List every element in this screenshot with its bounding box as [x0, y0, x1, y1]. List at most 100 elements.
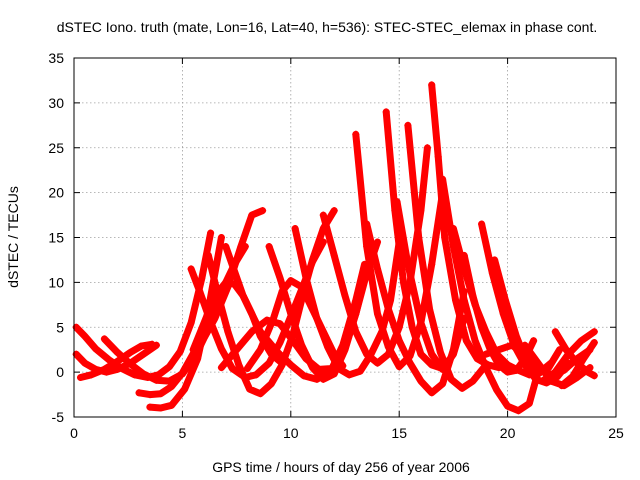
data-point-marker — [100, 365, 108, 373]
data-point-marker — [276, 274, 284, 282]
data-point-marker — [157, 390, 165, 398]
data-series — [204, 207, 338, 398]
series-line — [521, 341, 594, 390]
y-tick-label: 10 — [48, 274, 64, 290]
data-point-marker — [493, 386, 501, 394]
data-point-marker — [417, 350, 425, 358]
data-point-marker — [287, 310, 295, 318]
data-point-marker — [105, 356, 113, 364]
series-line — [404, 121, 488, 392]
data-point-marker — [324, 343, 332, 351]
data-point-marker — [77, 374, 85, 382]
x-tick-label: 25 — [608, 425, 624, 441]
data-point-marker — [469, 377, 477, 385]
data-point-marker — [458, 384, 466, 392]
data-point-marker — [404, 260, 412, 268]
data-point-marker — [491, 256, 499, 264]
data-point-marker — [406, 359, 414, 367]
data-point-marker — [345, 371, 353, 379]
data-point-marker — [352, 328, 360, 336]
data-point-marker — [400, 278, 408, 286]
data-point-marker — [113, 357, 121, 365]
data-point-marker — [434, 153, 442, 161]
data-point-marker — [449, 225, 457, 233]
data-point-marker — [551, 328, 559, 336]
axis-ticks: 0 5 10 15 20 25 -5 0 5 10 15 20 25 30 35 — [48, 50, 624, 441]
data-point-marker — [504, 402, 512, 410]
data-point-marker — [560, 366, 568, 374]
data-point-marker — [590, 339, 598, 347]
data-point-marker — [532, 375, 540, 383]
y-tick-label: 35 — [48, 50, 64, 66]
data-point-marker — [204, 251, 212, 259]
data-point-marker — [460, 251, 468, 259]
data-point-marker — [269, 314, 277, 322]
data-point-marker — [267, 380, 275, 388]
data-point-marker — [469, 292, 477, 300]
data-point-marker — [534, 359, 542, 367]
data-point-marker — [198, 274, 206, 282]
data-point-marker — [579, 355, 587, 363]
data-point-marker — [222, 242, 230, 250]
data-point-marker — [87, 371, 95, 379]
data-point-marker — [126, 348, 134, 356]
data-point-marker — [289, 337, 297, 345]
data-point-marker — [423, 144, 431, 152]
data-point-marker — [384, 305, 392, 313]
data-point-marker — [478, 220, 486, 228]
data-point-marker — [556, 346, 564, 354]
data-point-marker — [276, 339, 284, 347]
data-point-marker — [135, 389, 143, 397]
data-point-marker — [341, 292, 349, 300]
data-point-marker — [207, 229, 215, 237]
data-point-marker — [207, 318, 215, 326]
data-point-marker — [267, 350, 275, 358]
data-point-marker — [384, 343, 392, 351]
data-point-marker — [562, 346, 570, 354]
data-point-marker — [176, 347, 184, 355]
data-point-marker — [148, 340, 156, 348]
x-tick-label: 20 — [500, 425, 516, 441]
data-point-marker — [521, 341, 529, 349]
data-point-marker — [139, 370, 147, 378]
data-point-marker — [534, 370, 542, 378]
data-point-marker — [287, 277, 295, 285]
data-point-marker — [482, 364, 490, 372]
data-point-marker — [495, 361, 503, 369]
data-point-marker — [404, 121, 412, 129]
data-point-marker — [395, 337, 403, 345]
data-point-marker — [558, 382, 566, 390]
data-point-marker — [382, 108, 390, 116]
data-point-marker — [482, 350, 490, 358]
data-point-marker — [428, 350, 436, 358]
data-point-marker — [126, 360, 134, 368]
data-point-marker — [428, 389, 436, 397]
data-point-marker — [194, 355, 202, 363]
data-point-marker — [449, 350, 457, 358]
x-axis-label: GPS time / hours of day 256 of year 2006 — [212, 459, 470, 475]
series-line — [72, 341, 160, 376]
y-tick-label: 25 — [48, 140, 64, 156]
data-point-marker — [298, 341, 306, 349]
series-line — [439, 175, 542, 415]
data-point-marker — [504, 361, 512, 369]
data-point-marker — [189, 346, 197, 354]
data-point-marker — [313, 314, 321, 322]
data-point-marker — [187, 265, 195, 273]
data-point-marker — [113, 348, 121, 356]
data-point-marker — [100, 335, 108, 343]
data-point-marker — [426, 305, 434, 313]
data-point-marker — [504, 368, 512, 376]
y-tick-label: 0 — [56, 364, 64, 380]
data-point-marker — [495, 346, 503, 354]
data-point-marker — [417, 319, 425, 327]
data-point-marker — [436, 348, 444, 356]
data-point-marker — [428, 260, 436, 268]
data-point-marker — [256, 328, 264, 336]
data-point-marker — [319, 211, 327, 219]
x-tick-label: 15 — [391, 425, 407, 441]
data-point-marker — [538, 377, 546, 385]
data-point-marker — [259, 207, 267, 215]
data-point-marker — [590, 328, 598, 336]
data-point-marker — [287, 361, 295, 369]
